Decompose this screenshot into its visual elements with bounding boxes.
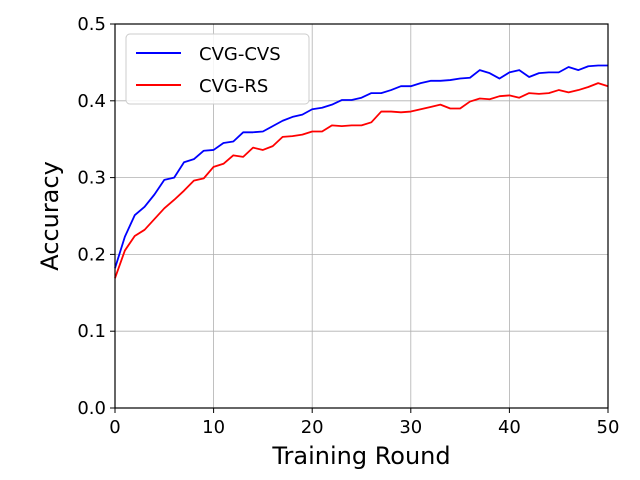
y-axis-label: Accuracy (36, 161, 64, 271)
axes-frame (114, 23, 609, 409)
series-line-cvg-rs (114, 82, 609, 279)
x-tick-label: 20 (301, 417, 324, 438)
y-tick-label: 0.3 (77, 168, 106, 189)
grid-lines (114, 23, 609, 409)
y-tick-label: 0.0 (77, 398, 106, 419)
legend-label: CVG-RS (199, 76, 268, 97)
plot-area (114, 64, 609, 279)
x-tick-label: 40 (498, 417, 521, 438)
x-tick-label: 50 (597, 417, 620, 438)
x-tick-label: 30 (399, 417, 422, 438)
y-tick-label: 0.5 (77, 14, 106, 35)
legend-label: CVG-CVS (199, 44, 281, 65)
series-line-cvg-cvs (114, 64, 608, 269)
x-tick-label: 10 (202, 417, 225, 438)
legend-box (125, 33, 310, 105)
x-tick-label: 0 (109, 417, 120, 438)
axis-ticks: 0 10 20 30 40 50 0.0 0.1 0.2 0.3 0.4 0.5 (77, 14, 619, 438)
y-tick-label: 0.2 (77, 244, 106, 265)
y-tick-label: 0.4 (77, 91, 106, 112)
x-axis-label: Training Round (271, 442, 450, 470)
legend: CVG-CVS CVG-RS (125, 33, 310, 105)
y-tick-label: 0.1 (77, 321, 106, 342)
